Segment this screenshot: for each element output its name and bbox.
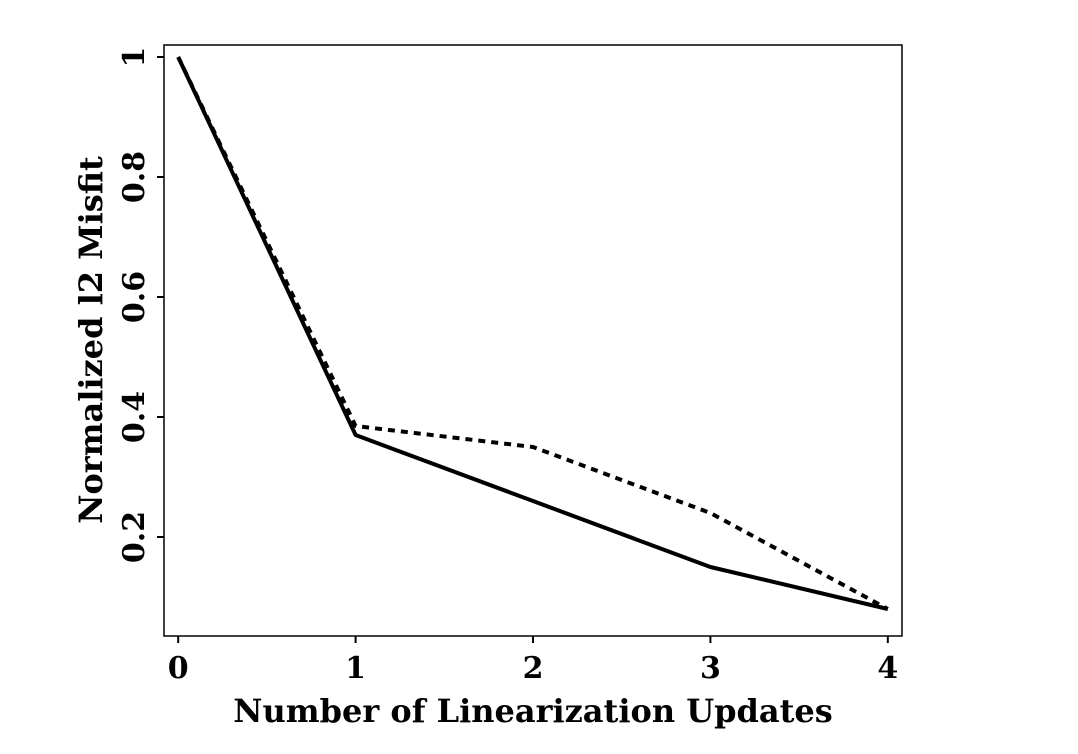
x-axis-title: Number of Linearization Updates [233,692,833,730]
y-axis-title: Normalized l2 Misfit [72,156,110,524]
series-solid-line [176,56,889,611]
y-tick-label: 1 [117,47,152,68]
series-layer [176,56,889,611]
x-axis: 0 1 2 3 4 [168,636,898,686]
x-tick-label: 1 [345,651,366,686]
plot-frame [163,44,903,637]
y-tick-label: 0.8 [117,151,152,203]
series-dashed-line [176,56,889,611]
y-axis: 0.2 0.4 0.6 0.8 1 [117,47,164,563]
x-tick-label: 0 [168,651,189,686]
y-tick-label: 0.4 [117,391,152,443]
y-tick-label: 0.2 [117,511,152,563]
y-tick-label: 0.6 [117,271,152,323]
x-tick-label: 4 [877,651,898,686]
x-tick-label: 2 [523,651,544,686]
x-tick-label: 3 [700,651,721,686]
